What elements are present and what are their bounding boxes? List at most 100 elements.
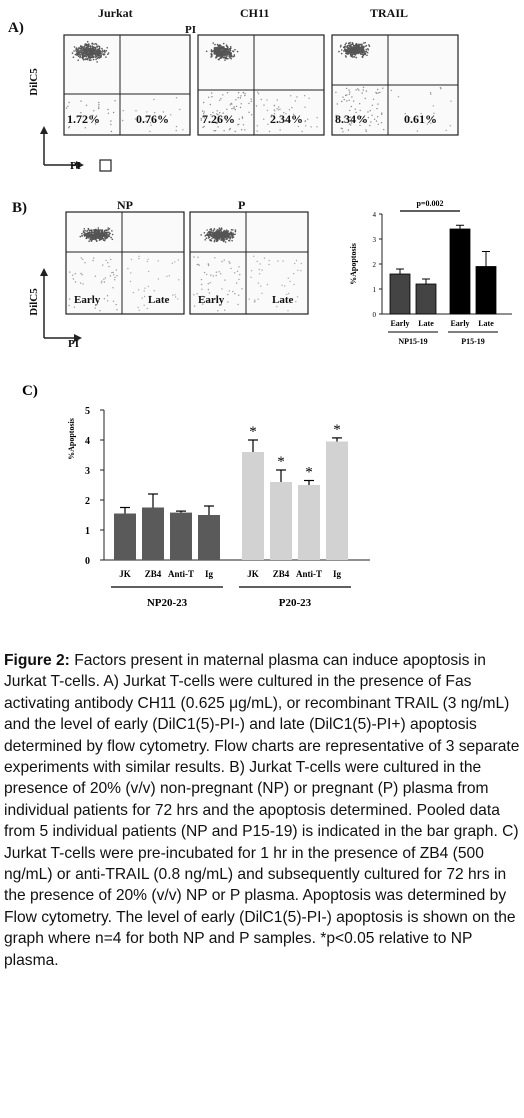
flow-event-dot [84, 232, 86, 234]
flow-event-dot [80, 100, 82, 102]
flow-event-dot [68, 304, 70, 307]
flow-event-dot [75, 51, 78, 53]
flow-event-dot [225, 232, 227, 234]
y-tick-label: 0 [373, 311, 377, 319]
flow-event-dot [100, 50, 102, 53]
flow-event-dot [210, 239, 212, 241]
flow-event-dot [69, 115, 72, 118]
flow-event-dot [141, 297, 143, 299]
flow-event-dot [205, 237, 208, 239]
flow-event-dot [201, 295, 203, 297]
panel-b-letter: B) [12, 200, 27, 216]
flow-event-dot [105, 232, 108, 234]
flow-event-dot [108, 228, 111, 230]
flow-event-dot [359, 103, 361, 105]
flow-event-dot [304, 106, 306, 108]
flow-event-dot [79, 56, 81, 59]
flow-event-dot [105, 235, 108, 237]
flow-event-dot [215, 237, 217, 240]
flow-event-dot [268, 130, 271, 133]
flow-event-dot [357, 88, 359, 90]
flow-event-dot [97, 51, 100, 53]
flow-event-dot [94, 232, 97, 234]
flow-dots-a [65, 40, 452, 133]
flow-event-dot [287, 292, 290, 295]
flow-event-dot [107, 228, 109, 231]
flow-event-dot [122, 110, 124, 112]
flow-event-dot [94, 52, 96, 55]
flow-event-dot [149, 295, 151, 297]
panel-b-title-np: NP [117, 198, 133, 212]
flow-event-dot [371, 114, 373, 117]
flow-event-dot [111, 230, 113, 232]
flow-event-dot [361, 120, 364, 123]
flow-event-dot [101, 51, 104, 53]
flow-event-dot [364, 97, 366, 100]
flow-event-dot [106, 295, 109, 297]
flow-event-dot [146, 111, 148, 113]
flow-event-dot [361, 45, 364, 47]
flow-event-dot [367, 116, 370, 119]
flow-event-dot [241, 116, 244, 118]
flow-event-dot [360, 48, 363, 51]
flow-event-dot [214, 130, 217, 132]
flow-event-dot [87, 45, 90, 47]
flow-event-dot [257, 91, 259, 93]
flow-event-dot [175, 125, 178, 128]
flow-event-dot [111, 233, 114, 236]
flow-event-dot [208, 96, 210, 99]
flow-event-dot [439, 87, 442, 89]
flow-event-dot [82, 283, 84, 285]
flow-event-dot [238, 278, 240, 281]
flow-event-dot [101, 237, 104, 240]
flow-event-dot [382, 87, 384, 89]
flow-event-dot [221, 50, 223, 52]
flow-event-dot [353, 47, 356, 50]
flow-event-dot [86, 40, 89, 43]
flow-event-dot [234, 272, 236, 274]
flow-event-dot [235, 105, 238, 108]
flow-event-dot [222, 94, 224, 96]
flow-event-dot [219, 57, 221, 60]
flow-event-dot [348, 89, 350, 91]
flow-event-dot [227, 293, 229, 296]
flow-event-dot [217, 126, 219, 128]
flow-event-dot [147, 258, 149, 260]
flow-event-dot [85, 237, 87, 240]
flow-event-dot [213, 239, 216, 241]
flow-event-dot [179, 108, 181, 111]
flow-event-dot [86, 230, 89, 232]
flow-event-dot [85, 104, 88, 107]
flow-event-dot [200, 119, 202, 121]
y-arrow-head-a [40, 126, 48, 134]
flow-event-dot [355, 51, 358, 53]
flow-event-dot [220, 227, 223, 229]
flow-event-dot [300, 270, 302, 272]
flow-event-dot [96, 48, 99, 51]
flow-event-dot [236, 270, 239, 272]
flow-event-dot [227, 54, 229, 56]
flow-event-dot [271, 114, 273, 116]
flow-event-dot [97, 236, 99, 239]
flow-event-dot [215, 271, 218, 273]
flow-event-dot [449, 125, 451, 127]
flow-event-dot [223, 232, 225, 235]
flow-event-dot [150, 124, 152, 127]
flow-event-dot [433, 112, 435, 115]
flow-event-dot [365, 48, 368, 51]
flow-event-dot [248, 111, 250, 114]
flow-event-dot [149, 122, 152, 124]
flow-event-dot [85, 55, 88, 58]
flow-event-dot [207, 263, 209, 265]
flow-event-dot [258, 273, 261, 275]
flow-event-dot [97, 45, 99, 47]
x-tick-label: Anti-T [168, 569, 194, 579]
flow-event-dot [235, 282, 238, 284]
flow-event-dot [96, 61, 98, 63]
flow-event-dot [115, 303, 117, 306]
flow-event-dot [347, 52, 350, 55]
flow-event-dot [349, 116, 352, 118]
flow-event-dot [282, 260, 284, 262]
flow-event-dot [122, 119, 124, 122]
flow-event-dot [201, 110, 204, 112]
